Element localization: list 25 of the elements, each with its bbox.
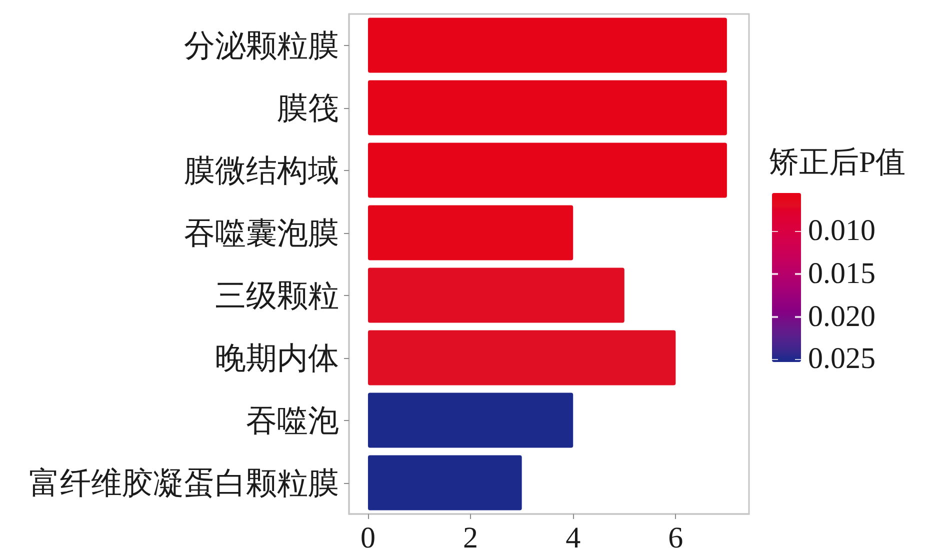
- y-tick-label: 吞噬泡: [246, 402, 339, 438]
- color-bar-label: 0.010: [808, 214, 876, 248]
- x-tick-label: 0: [360, 522, 376, 554]
- y-tick-label: 富纤维胶凝蛋白颗粒膜: [29, 465, 339, 500]
- color-bar-label: 0.025: [808, 342, 876, 376]
- bar: [368, 392, 574, 448]
- y-tick-label: 吞噬囊泡膜: [184, 215, 339, 250]
- color-bar-label: 0.020: [808, 300, 876, 333]
- y-tick-label: 膜筏: [277, 90, 339, 126]
- x-tick-label: 6: [668, 522, 684, 554]
- y-tick-label: 膜微结构域: [184, 152, 339, 188]
- color-bar-title: 矫正后P值: [769, 146, 906, 180]
- bar: [368, 455, 522, 510]
- y-tick-label: 三级颗粒: [215, 278, 339, 313]
- bar: [368, 80, 727, 136]
- bar: [368, 205, 574, 260]
- bar: [368, 330, 676, 386]
- x-tick-label: 4: [566, 522, 581, 554]
- bar: [368, 268, 624, 323]
- bar: [368, 18, 727, 73]
- y-tick-label: 晚期内体: [215, 340, 339, 376]
- color-bar-label: 0.015: [808, 257, 876, 290]
- x-tick-label: 2: [463, 522, 478, 554]
- y-tick-label: 分泌颗粒膜: [184, 28, 339, 63]
- bar: [368, 142, 727, 198]
